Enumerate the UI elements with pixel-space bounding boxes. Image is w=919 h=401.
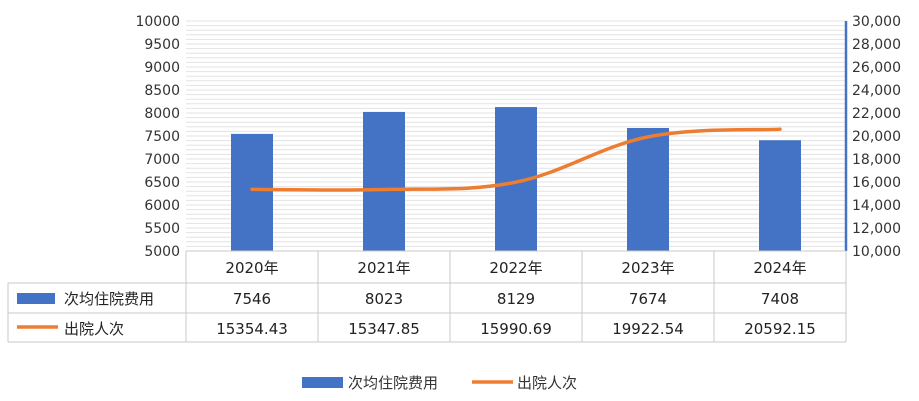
left-tick-label: 8000 — [144, 106, 180, 122]
right-tick-label: 10,000 — [852, 244, 901, 260]
category-label: 2021年 — [357, 259, 410, 277]
data-label-bar: 8129 — [497, 290, 535, 308]
right-tick-label: 24,000 — [852, 83, 901, 99]
category-label: 2023年 — [621, 259, 674, 277]
right-tick-label: 20,000 — [852, 129, 901, 145]
data-label-bar: 7408 — [761, 290, 799, 308]
bar — [759, 140, 801, 251]
right-tick-label: 28,000 — [852, 37, 901, 53]
legend-key-bar — [302, 377, 343, 388]
right-tick-label: 14,000 — [852, 198, 901, 214]
data-label-line: 19922.54 — [612, 320, 684, 338]
right-tick-label: 30,000 — [852, 14, 901, 30]
right-tick-label: 16,000 — [852, 175, 901, 191]
bar — [363, 111, 405, 251]
category-label: 2022年 — [489, 259, 542, 277]
left-tick-label: 9500 — [144, 37, 180, 53]
data-label-line: 15347.85 — [348, 320, 420, 338]
data-label-line: 15354.43 — [216, 320, 288, 338]
legend-label-bar: 次均住院费用 — [348, 374, 438, 392]
right-tick-label: 22,000 — [852, 106, 901, 122]
left-axis: 5000 5500 6000 6500 7000 7500 8000 8500 9000 9500… — [135, 14, 180, 260]
data-label-line: 15990.69 — [480, 320, 552, 338]
left-tick-label: 8500 — [144, 83, 180, 99]
right-tick-label: 26,000 — [852, 60, 901, 76]
left-tick-label: 6000 — [144, 198, 180, 214]
left-tick-label: 10000 — [135, 14, 180, 30]
table-legend-key-bar — [17, 293, 55, 304]
data-label-bar: 8023 — [365, 290, 403, 308]
data-label-line: 20592.15 — [744, 320, 816, 338]
line-series — [250, 127, 782, 192]
legend: 次均住院费用 出院人次 — [302, 374, 577, 392]
right-tick-label: 12,000 — [852, 221, 901, 237]
bar — [627, 127, 669, 251]
data-label-bar: 7674 — [629, 290, 667, 308]
data-label-bar: 7546 — [233, 290, 271, 308]
right-tick-label: 18,000 — [852, 152, 901, 168]
left-tick-label: 6500 — [144, 175, 180, 191]
right-axis: 10,000 12,000 14,000 16,000 18,000 20,000 22,0… — [844, 14, 901, 260]
left-tick-label: 5000 — [144, 244, 180, 260]
category-label: 2024年 — [753, 259, 806, 277]
left-tick-label: 7000 — [144, 152, 180, 168]
category-label: 2020年 — [225, 259, 278, 277]
left-tick-label: 5500 — [144, 221, 180, 237]
left-tick-label: 9000 — [144, 60, 180, 76]
series-name-line: 出院人次 — [64, 320, 124, 338]
series-name-bar: 次均住院费用 — [64, 290, 154, 308]
left-tick-label: 7500 — [144, 129, 180, 145]
legend-label-line: 出院人次 — [517, 374, 577, 392]
bar — [231, 133, 273, 251]
